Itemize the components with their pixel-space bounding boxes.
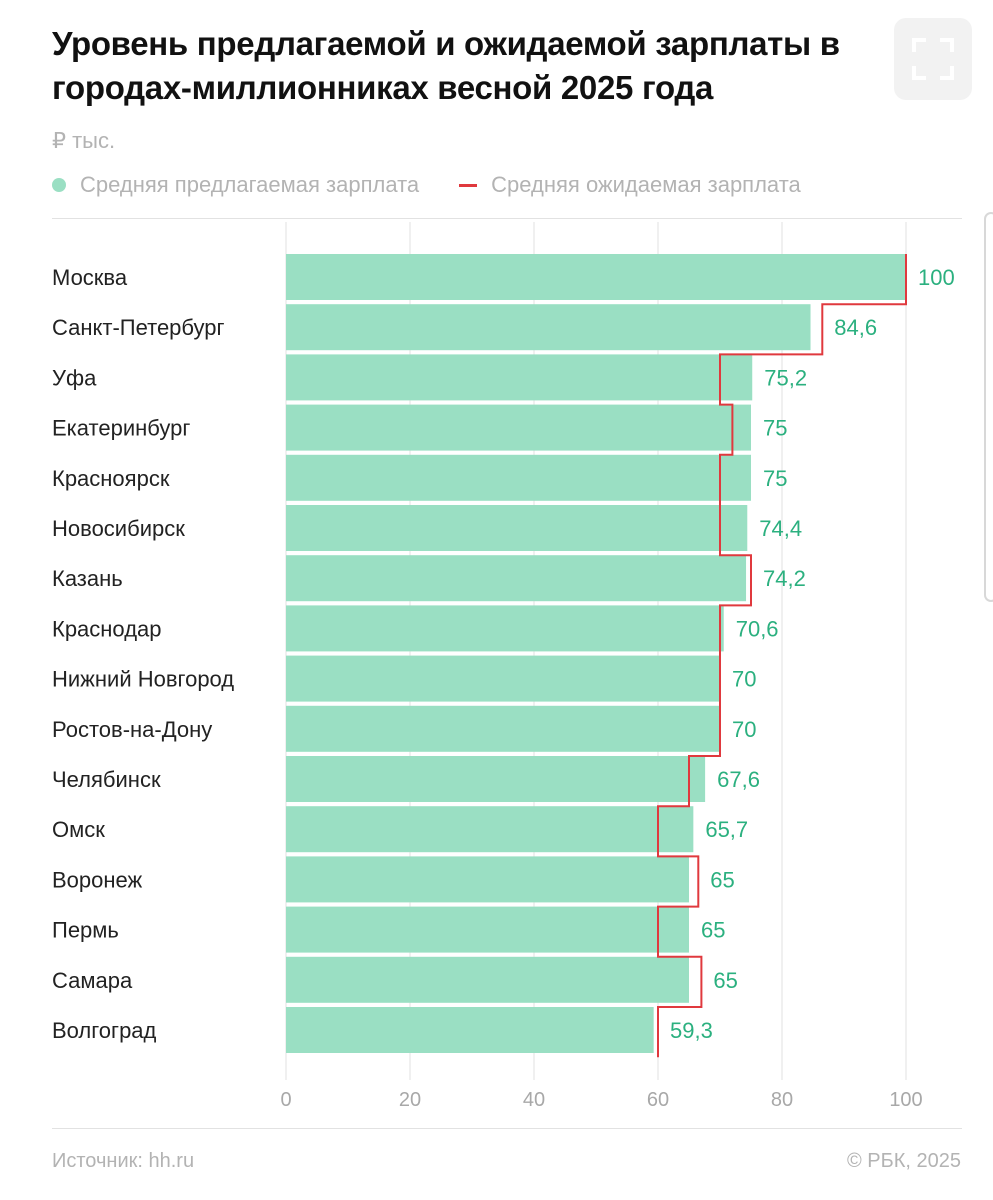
category-label: Челябинск [52, 767, 161, 792]
category-label: Воронеж [52, 867, 143, 892]
x-tick-label: 0 [280, 1089, 291, 1111]
legend: Средняя предлагаемая зарплата Средняя ож… [52, 172, 841, 198]
bar [286, 956, 689, 1003]
bar [286, 705, 720, 752]
data-label: 75 [763, 416, 787, 441]
data-label: 74,2 [763, 566, 806, 591]
bar-chart: 0 20 40 60 80 100 Москва Санкт-Петербург Уфа Екат… [52, 222, 955, 1111]
category-label: Уфа [52, 365, 97, 390]
data-label: 75 [763, 466, 787, 491]
legend-item-offered: Средняя предлагаемая зарплата [52, 172, 419, 198]
bar [286, 254, 906, 300]
bar [286, 505, 748, 551]
category-label: Омск [52, 817, 105, 842]
data-label: 65 [713, 968, 737, 993]
units-label: ₽ тыс. [52, 128, 116, 153]
x-tick-label: 20 [399, 1089, 421, 1111]
category-label: Екатеринбург [52, 416, 190, 441]
x-tick-label: 80 [771, 1089, 793, 1111]
data-label: 70 [732, 717, 756, 742]
bar [286, 454, 751, 501]
bar [286, 906, 689, 953]
category-label: Краснодар [52, 616, 162, 641]
data-label: 67,6 [717, 767, 760, 792]
data-label: 70 [732, 667, 756, 692]
data-label: 75,2 [764, 365, 807, 390]
category-label: Красноярск [52, 466, 170, 491]
category-label: Волгоград [52, 1018, 157, 1043]
category-label: Санкт-Петербург [52, 315, 225, 340]
chart-title: Уровень предлагаемой и ожидаемой зарплат… [52, 25, 840, 106]
legend-dot-icon [52, 178, 66, 192]
bar [286, 404, 751, 451]
bottom-divider [52, 1128, 962, 1129]
expand-button[interactable] [894, 18, 972, 100]
category-label: Ростов-на-Дону [52, 717, 212, 742]
data-label: 100 [918, 265, 955, 290]
expected-salary-line [657, 254, 907, 1058]
bar [286, 354, 753, 401]
x-tick-label: 60 [647, 1089, 669, 1111]
category-label: Нижний Новгород [52, 667, 234, 692]
data-label: 70,6 [736, 616, 779, 641]
data-label: 74,4 [759, 516, 802, 541]
bar [286, 605, 724, 652]
legend-item-expected: Средняя ожидаемая зарплата [459, 172, 801, 198]
legend-label-offered: Средняя предлагаемая зарплата [80, 172, 420, 197]
category-label: Самара [52, 968, 133, 993]
bar [286, 304, 811, 351]
category-label: Пермь [52, 918, 119, 943]
bar [286, 555, 747, 602]
bar [286, 655, 720, 702]
data-label: 65,7 [705, 817, 748, 842]
category-label: Москва [52, 265, 128, 290]
category-label: Казань [52, 566, 123, 591]
data-label: 65 [701, 918, 725, 943]
bar [286, 856, 689, 903]
top-divider [52, 218, 962, 219]
bar [286, 1007, 654, 1053]
x-tick-label: 40 [523, 1089, 545, 1111]
bar [286, 806, 694, 853]
scrollbar[interactable] [984, 212, 993, 602]
legend-line-icon [459, 183, 478, 187]
x-tick-label: 100 [889, 1089, 922, 1111]
legend-label-expected: Средняя ожидаемая зарплата [491, 172, 801, 197]
expand-icon [912, 38, 954, 80]
copyright-note: © РБК, 2025 [846, 1150, 961, 1172]
source-note: Источник: hh.ru [52, 1150, 195, 1172]
data-label: 59,3 [670, 1018, 713, 1043]
data-label: 84,6 [834, 315, 877, 340]
bar [286, 756, 706, 802]
data-label: 65 [710, 867, 734, 892]
category-label: Новосибирск [52, 516, 185, 541]
